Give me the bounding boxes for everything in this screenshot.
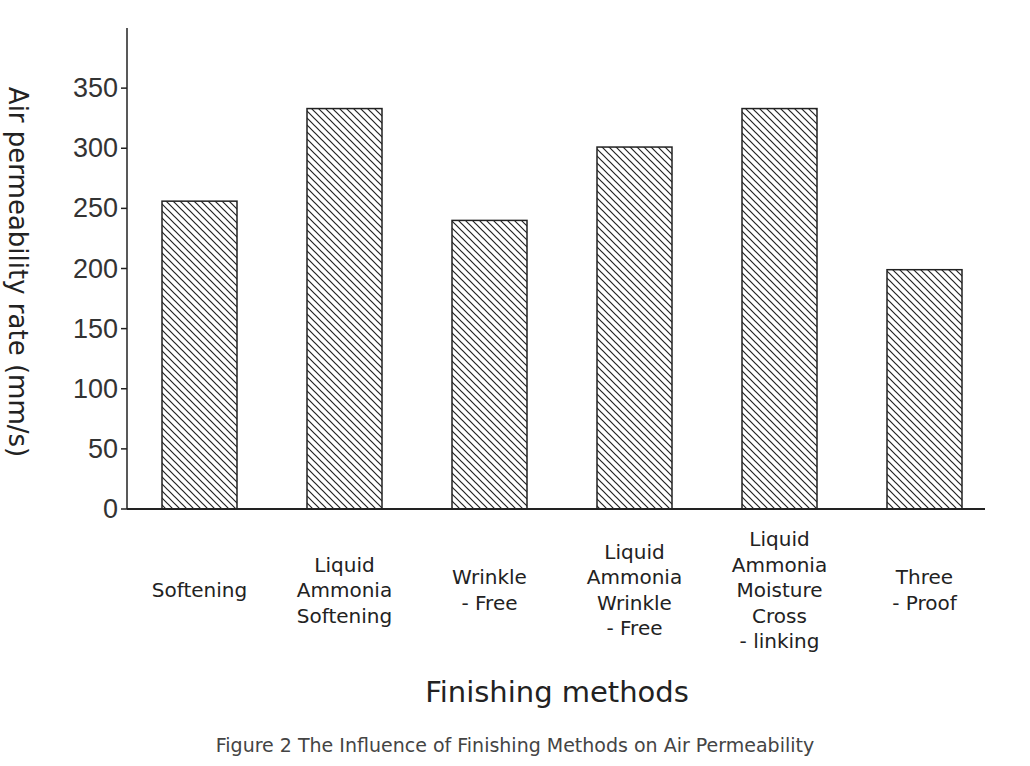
y-tick-label: 50	[88, 434, 118, 464]
y-tick-label: 350	[73, 73, 118, 103]
category-label: Softening	[152, 578, 247, 602]
title: Figure 2 The Influence of Finishing Meth…	[216, 734, 814, 756]
chart: 0 50 100 150 200 250 300 350 Softening LiquidAmmo…	[0, 0, 1030, 766]
y-tick	[121, 268, 127, 270]
y-tick	[121, 448, 127, 450]
category-label: LiquidAmmoniaSoftening	[297, 553, 392, 628]
y-tick-label: 100	[73, 374, 118, 404]
bar	[597, 147, 672, 509]
category-label: LiquidAmmoniaMoistureCross- linking	[732, 527, 827, 653]
y-tick-label: 200	[73, 254, 118, 284]
y-tick	[121, 87, 127, 89]
y-tick	[121, 148, 127, 150]
y-tick-label: 250	[73, 193, 118, 223]
bar	[887, 270, 962, 509]
y-tick	[121, 208, 127, 210]
x-axis-label: Finishing methods	[425, 675, 689, 709]
bar	[742, 109, 817, 509]
category-label: Three- Proof	[892, 565, 958, 615]
bar	[452, 220, 527, 509]
y-tick	[121, 328, 127, 330]
y-tick-label: 0	[103, 494, 118, 524]
bars	[162, 109, 962, 509]
y-tick-label: 150	[73, 314, 118, 344]
x-axis	[127, 508, 985, 510]
bar	[307, 109, 382, 509]
bar	[162, 201, 237, 509]
y-tick	[121, 388, 127, 390]
category-label: LiquidAmmoniaWrinkle- Free	[587, 540, 682, 641]
y-tick-label: 300	[73, 133, 118, 163]
category-label: Wrinkle- Free	[452, 565, 527, 615]
y-tick	[121, 508, 127, 510]
y-axis-label: Air permeability rate (mm/s)	[3, 87, 33, 457]
